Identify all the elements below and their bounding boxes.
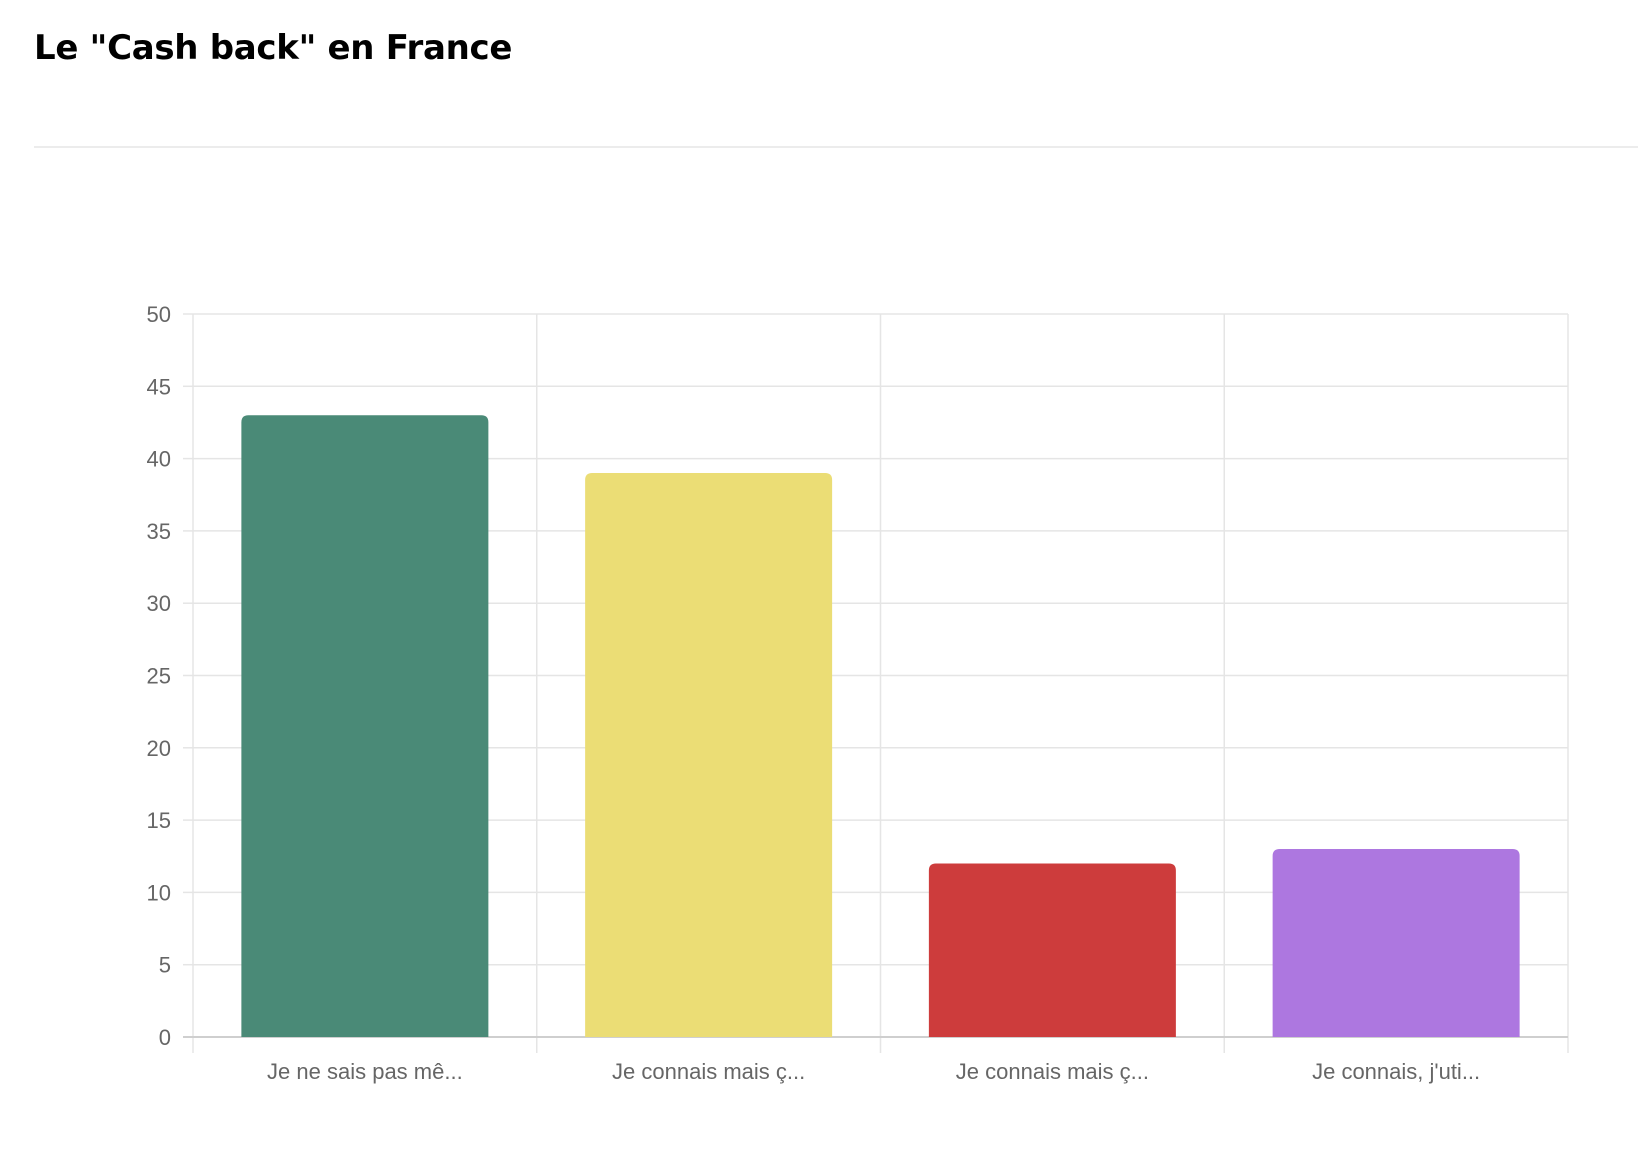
y-tick-label: 15 (147, 808, 171, 833)
bar[interactable] (585, 473, 833, 1037)
y-tick-label: 35 (147, 519, 171, 544)
y-tick-label: 30 (147, 591, 171, 616)
y-tick-label: 20 (147, 736, 171, 761)
y-tick-label: 50 (147, 302, 171, 327)
x-tick-label: Je connais, j'uti... (1312, 1059, 1480, 1084)
bar[interactable] (241, 415, 489, 1038)
y-tick-labels: 0 5 10 15 20 25 30 35 40 45 50 (147, 302, 171, 1050)
x-tick-label: Je ne sais pas mê... (267, 1059, 463, 1084)
y-tick-label: 25 (147, 664, 171, 689)
y-tick-label: 5 (159, 953, 171, 978)
y-tick-label: 0 (159, 1025, 171, 1050)
x-tick-label: Je connais mais ç... (612, 1059, 805, 1084)
page-title: Le "Cash back" en France (34, 28, 513, 68)
y-tick-label: 10 (147, 880, 171, 905)
bars (241, 415, 1520, 1038)
title-divider (34, 146, 1638, 148)
bar[interactable] (928, 863, 1176, 1037)
x-tick-label: Je connais mais ç... (956, 1059, 1149, 1084)
bar[interactable] (1272, 849, 1520, 1037)
y-tick-label: 45 (147, 374, 171, 399)
y-tick-label: 40 (147, 447, 171, 472)
x-tick-labels: Je ne sais pas mê... Je connais mais ç...… (267, 1059, 1480, 1084)
